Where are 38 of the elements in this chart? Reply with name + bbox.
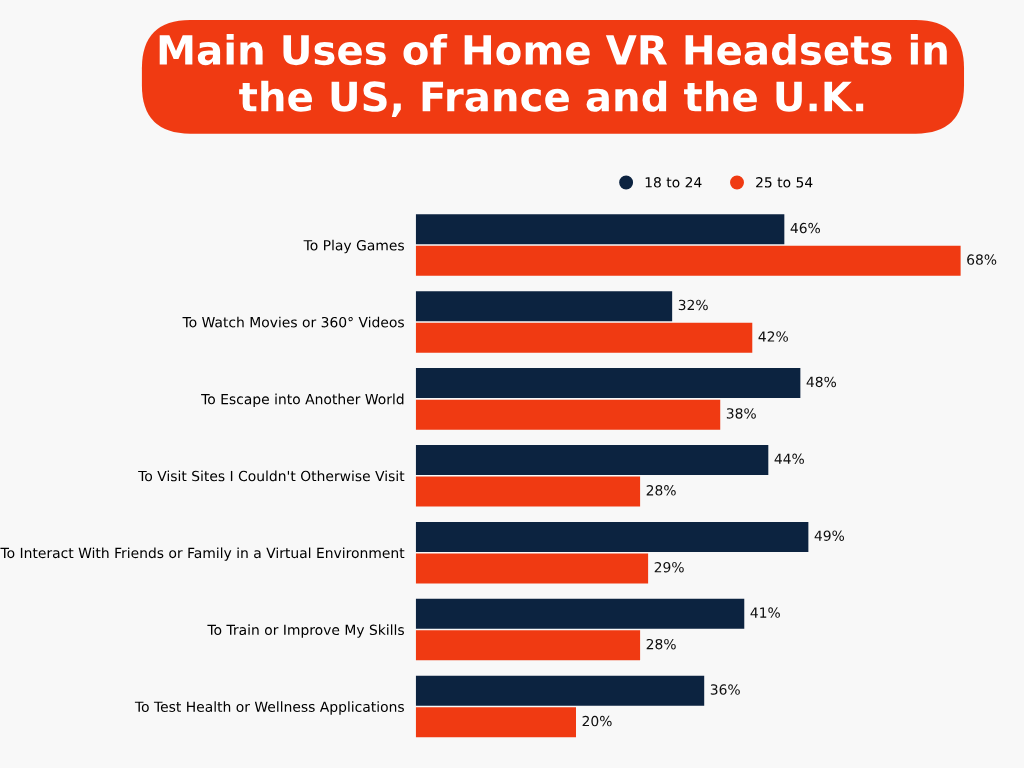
y-tick-label: To Interact With Friends or Family in a Virtual Environment [0,547,405,561]
data-label: 48% [806,376,837,388]
data-label: 28% [646,485,676,496]
bar [415,476,641,507]
bar [415,399,721,430]
y-tick-label: To Test Health or Wellness Applications [134,701,404,715]
data-label: 41% [750,607,780,618]
bar [415,214,785,245]
data-label: 36% [710,684,740,695]
y-tick-label: To Train or Improve My Skills [207,624,404,638]
data-label: 38% [726,408,756,419]
data-label: 49% [814,530,845,541]
y-tick-label: To Visit Sites I Couldn't Otherwise Visit [138,470,405,482]
chart-title: Main Uses of Home VR Headsets in the US, France and the U.K. [159,33,947,117]
legend-label: 18 to 24 [645,177,702,188]
bar [415,445,769,476]
data-label: 28% [646,638,676,650]
bar [415,368,801,399]
data-label: 68% [967,254,997,265]
bar [415,553,649,584]
bar [415,521,809,552]
y-tick-label: To Play Games [303,239,404,254]
data-label: 32% [678,299,708,311]
legend-label: 25 to 54 [756,177,813,188]
bar [415,598,745,629]
bar [415,707,576,738]
bar [415,291,673,322]
y-tick-label: To Watch Movies or 360° Videos [182,316,404,328]
data-label: 42% [758,331,788,342]
bar [415,322,753,353]
data-label: 29% [654,561,684,573]
data-label: 20% [582,715,612,727]
data-label: 44% [774,453,804,465]
y-tick-label: To Escape into Another World [201,393,404,408]
bar [415,630,641,661]
bar [415,675,705,706]
bar [415,245,961,276]
data-label: 46% [790,222,820,234]
